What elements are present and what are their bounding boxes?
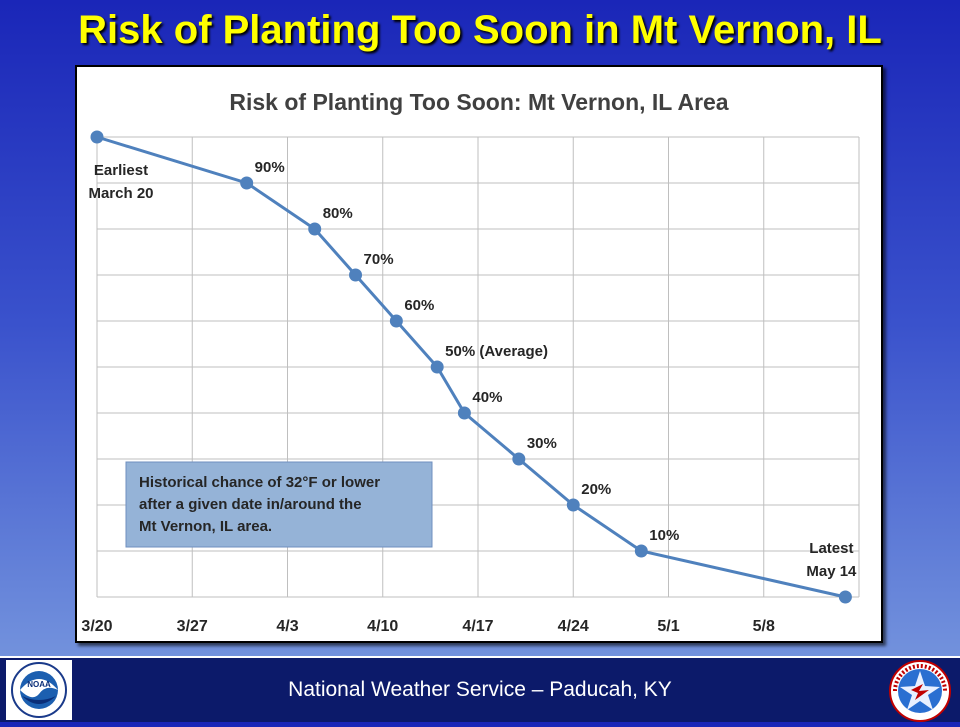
x-tick-label: 3/20 [81, 618, 112, 635]
annotation-text: Historical chance of 32°F or lower after … [139, 474, 380, 535]
data-point [389, 314, 403, 328]
data-label: 20% [581, 481, 611, 498]
data-point [838, 590, 852, 604]
x-tick-label: 4/24 [558, 618, 589, 635]
data-point [634, 544, 648, 558]
x-tick-label: 4/10 [367, 618, 398, 635]
data-label: 40% [472, 389, 502, 406]
data-label: 90% [255, 159, 285, 176]
data-point [308, 222, 322, 236]
data-point [240, 176, 254, 190]
data-label: Latest May 14 [806, 540, 857, 580]
chart-title: Risk of Planting Too Soon: Mt Vernon, IL… [229, 89, 728, 115]
risk-line-chart: Earliest March 20 90% 80% 70% 60% 50% (Average… [81, 89, 860, 635]
data-label: 50% (Average) [445, 343, 548, 360]
data-label: 80% [323, 205, 353, 222]
x-tick-labels: 3/20 3/27 4/3 4/10 4/17 4/24 5/1 5/8 [81, 618, 775, 635]
data-label: 70% [364, 251, 394, 268]
x-tick-label: 5/1 [657, 618, 679, 635]
data-labels: Earliest March 20 90% 80% 70% 60% 50% (Average… [88, 159, 857, 580]
footer-text: National Weather Service – Paducah, KY [288, 678, 672, 701]
nws-logo-icon [887, 660, 953, 727]
data-point [457, 406, 471, 420]
x-tick-label: 4/17 [462, 618, 493, 635]
data-label: 60% [404, 297, 434, 314]
data-point [430, 360, 444, 374]
data-point [90, 130, 104, 144]
annotation-box: Historical chance of 32°F or lower after … [125, 461, 433, 548]
data-label: Earliest March 20 [88, 162, 153, 202]
footer-bar: NOAA National Weather Service – Paducah,… [0, 656, 960, 722]
chart-frame: Earliest March 20 90% 80% 70% 60% 50% (Average… [75, 65, 883, 643]
x-tick-label: 5/8 [753, 618, 775, 635]
x-tick-label: 3/27 [177, 618, 208, 635]
data-label: 30% [527, 435, 557, 452]
data-point [566, 498, 580, 512]
slide-title: Risk of Planting Too Soon in Mt Vernon, … [78, 8, 882, 52]
data-label: 10% [649, 527, 679, 544]
x-tick-label: 4/3 [276, 618, 298, 635]
data-point [349, 268, 363, 282]
data-point [512, 452, 526, 466]
data-points [90, 130, 852, 604]
svg-text:NOAA: NOAA [27, 680, 51, 689]
noaa-logo-icon: NOAA [6, 660, 72, 725]
